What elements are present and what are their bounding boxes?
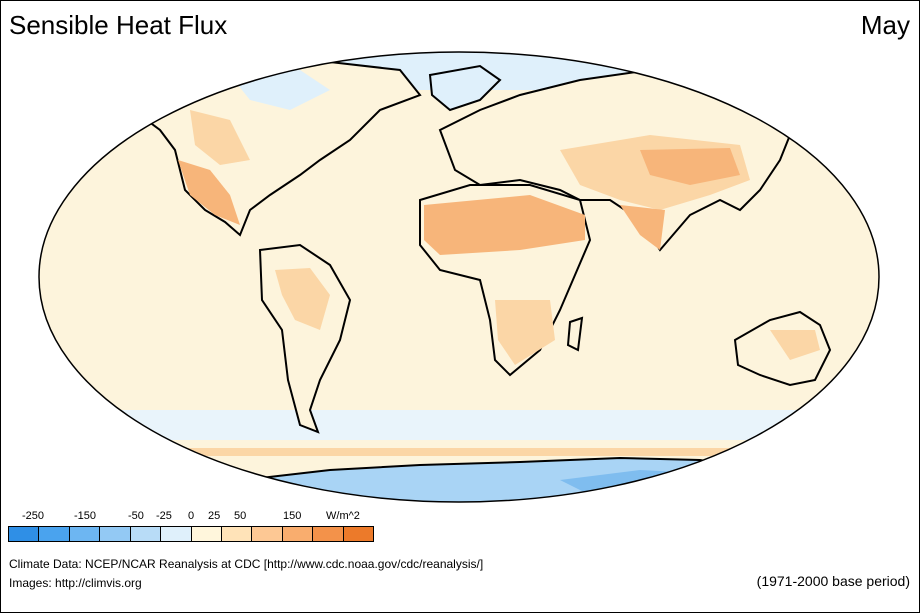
greenland [428,64,502,112]
legend-unit: W/m^2 [326,510,360,522]
sahara-hot [424,195,585,255]
legend-swatch [161,527,192,541]
legend-swatch [9,527,40,541]
legend-swatch [39,527,70,541]
month-label: May [860,10,910,40]
australia-mild [770,330,820,360]
na-warm-west [178,160,240,225]
southern-cool-band [39,410,879,440]
image-credit: Images: http://climvis.org [9,576,142,590]
legend-swatch [191,527,222,541]
page-title: Sensible Heat Flux [9,10,228,40]
legend-labels: -250 -150 -50 -25 0 25 50 150 W/m^2 [8,510,388,526]
legend-color-bar [8,526,374,542]
legend-label: -150 [74,510,97,522]
legend-swatch [100,527,131,541]
india-hot [620,205,665,250]
southern-warm-strip [39,448,879,456]
legend-label: -50 [128,510,144,522]
data-credit: Climate Data: NCEP/NCAR Reanalysis at CD… [9,557,484,571]
base-period: (1971-2000 base period) [756,573,910,589]
color-legend: -250 -150 -50 -25 0 25 50 150 W/m^2 [8,510,388,542]
sa-mild [275,268,330,330]
asia-hot [640,148,740,185]
legend-label: 0 [188,510,195,522]
legend-swatch [69,527,101,541]
legend-label: -250 [22,510,45,522]
legend-swatch [282,527,314,541]
legend-swatch [343,527,374,541]
legend-label: 50 [234,510,247,522]
southern-africa-mild [495,300,555,365]
madagascar [566,316,584,352]
legend-swatch [130,527,162,541]
globe-outline [38,51,880,503]
legend-swatch [252,527,283,541]
legend-label: 25 [208,510,221,522]
legend-swatch [221,527,253,541]
legend-swatch [313,527,344,541]
legend-label: 150 [283,510,302,522]
na-mild-central [190,110,250,165]
legend-label: -25 [156,510,172,522]
